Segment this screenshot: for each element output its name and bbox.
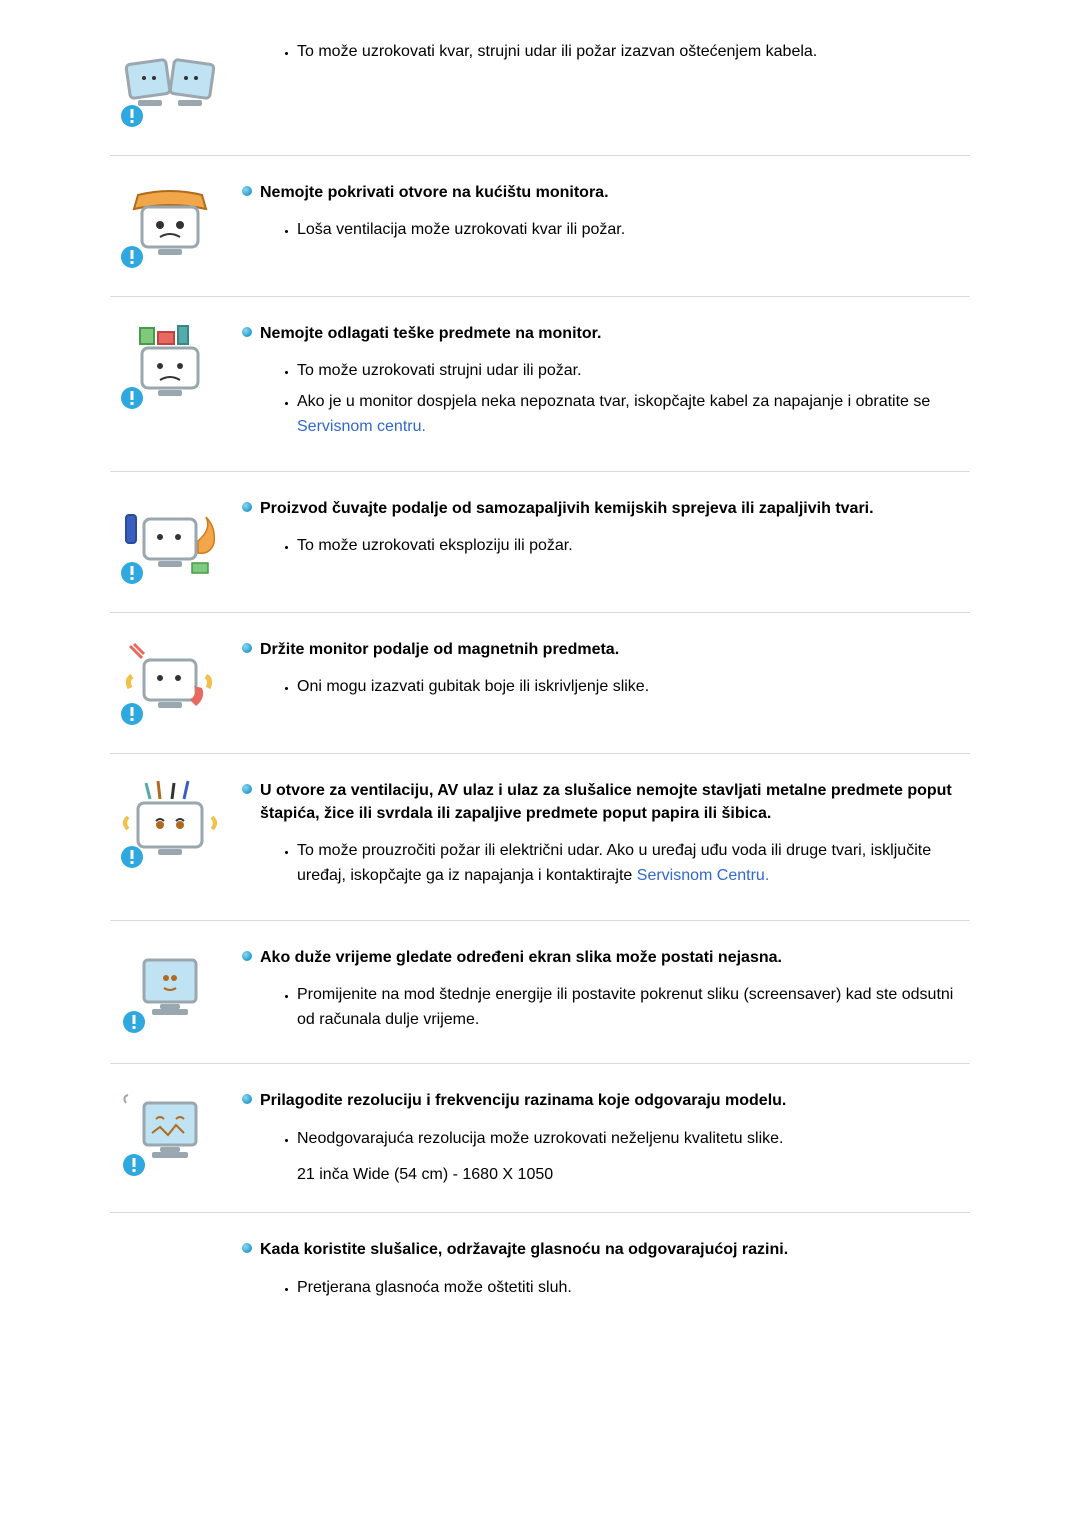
text-col: Ako duže vrijeme gledate određeni ekran … [230, 946, 970, 1039]
safety-section: Kada koristite slušalice, održavajte gla… [110, 1213, 970, 1331]
monitor-covered-icon [120, 181, 220, 271]
heading-row: U otvore za ventilaciju, AV ulaz i ulaz … [242, 779, 970, 825]
list-item-text: To može prouzročiti požar ili električni… [297, 842, 931, 884]
section-heading: Prilagodite rezoluciju i frekvenciju raz… [260, 1089, 786, 1112]
list-item: To može uzrokovati strujni udar ili poža… [297, 359, 970, 384]
list-item: Loša ventilacija može uzrokovati kvar il… [297, 218, 970, 243]
section-heading: Kada koristite slušalice, održavajte gla… [260, 1238, 788, 1261]
bullet-icon [242, 186, 252, 196]
text-col: Prilagodite rezoluciju i frekvenciju raz… [230, 1089, 970, 1187]
service-center-link[interactable]: Servisnom Centru. [637, 867, 770, 884]
bullet-icon [242, 951, 252, 961]
illustration-col [110, 322, 230, 412]
page: To može uzrokovati kvar, strujni udar il… [0, 0, 1080, 1391]
text-col: To može uzrokovati kvar, strujni udar il… [230, 40, 970, 71]
illustration-col [110, 779, 230, 869]
service-center-link[interactable]: Servisnom centru. [297, 418, 426, 435]
bullet-icon [242, 327, 252, 337]
monitor-slots-icon [120, 779, 220, 869]
bullet-icon [242, 784, 252, 794]
monitor-magnet-icon [120, 638, 220, 728]
heading-row: Prilagodite rezoluciju i frekvenciju raz… [242, 1089, 970, 1112]
monitor-heavy-object-icon [120, 322, 220, 412]
list-item: To može uzrokovati kvar, strujni udar il… [297, 40, 970, 65]
list-item: Neodgovarajuća rezolucija može uzrokovat… [297, 1127, 970, 1152]
bullet-list: Promijenite na mod štednje energije ili … [297, 983, 970, 1033]
safety-section: Prilagodite rezoluciju i frekvenciju raz… [110, 1064, 970, 1213]
safety-section: Nemojte odlagati teške predmete na monit… [110, 297, 970, 472]
illustration-col [110, 638, 230, 728]
list-item: To može uzrokovati eksploziju ili požar. [297, 534, 970, 559]
text-col: Nemojte pokrivati otvore na kućištu moni… [230, 181, 970, 249]
section-heading: Nemojte odlagati teške predmete na monit… [260, 322, 601, 345]
bullet-icon [242, 643, 252, 653]
safety-section: Nemojte pokrivati otvore na kućištu moni… [110, 156, 970, 297]
bullet-list: Loša ventilacija može uzrokovati kvar il… [297, 218, 970, 243]
monitor-burnin-icon [120, 946, 220, 1036]
section-heading: Držite monitor podalje od magnetnih pred… [260, 638, 619, 661]
monitor-split-icon [120, 40, 220, 130]
illustration-col [110, 181, 230, 271]
bullet-icon [242, 1243, 252, 1253]
bullet-list: To može uzrokovati strujni udar ili poža… [297, 359, 970, 439]
list-item: Oni mogu izazvati gubitak boje ili iskri… [297, 675, 970, 700]
bullet-list: To može prouzročiti požar ili električni… [297, 839, 970, 889]
illustration-col [110, 497, 230, 587]
heading-row: Nemojte pokrivati otvore na kućištu moni… [242, 181, 970, 204]
resolution-spec: 21 inča Wide (54 cm) - 1680 X 1050 [297, 1163, 970, 1187]
illustration-col [110, 1089, 230, 1179]
illustration-col [110, 40, 230, 130]
monitor-resolution-icon [120, 1089, 220, 1179]
safety-section: To može uzrokovati kvar, strujni udar il… [110, 40, 970, 156]
text-col: Nemojte odlagati teške predmete na monit… [230, 322, 970, 446]
safety-section: U otvore za ventilaciju, AV ulaz i ulaz … [110, 754, 970, 921]
monitor-flammable-icon [120, 497, 220, 587]
list-item: To može prouzročiti požar ili električni… [297, 839, 970, 889]
list-item: Promijenite na mod štednje energije ili … [297, 983, 970, 1033]
illustration-col [110, 946, 230, 1036]
text-col: Držite monitor podalje od magnetnih pred… [230, 638, 970, 706]
list-item: Pretjerana glasnoća može oštetiti sluh. [297, 1276, 970, 1301]
safety-section: Proizvod čuvajte podalje od samozapaljiv… [110, 472, 970, 613]
bullet-list: To može uzrokovati kvar, strujni udar il… [297, 40, 970, 65]
safety-section: Ako duže vrijeme gledate određeni ekran … [110, 921, 970, 1065]
bullet-list: To može uzrokovati eksploziju ili požar. [297, 534, 970, 559]
heading-row: Nemojte odlagati teške predmete na monit… [242, 322, 970, 345]
section-heading: Proizvod čuvajte podalje od samozapaljiv… [260, 497, 874, 520]
text-col: U otvore za ventilaciju, AV ulaz i ulaz … [230, 779, 970, 895]
list-item-text: Ako je u monitor dospjela neka nepoznata… [297, 393, 930, 410]
heading-row: Proizvod čuvajte podalje od samozapaljiv… [242, 497, 970, 520]
text-col: Kada koristite slušalice, održavajte gla… [230, 1238, 970, 1306]
bullet-list: Neodgovarajuća rezolucija može uzrokovat… [297, 1127, 970, 1152]
list-item: Ako je u monitor dospjela neka nepoznata… [297, 390, 970, 440]
bullet-list: Pretjerana glasnoća može oštetiti sluh. [297, 1276, 970, 1301]
section-heading: U otvore za ventilaciju, AV ulaz i ulaz … [260, 779, 970, 825]
heading-row: Kada koristite slušalice, održavajte gla… [242, 1238, 970, 1261]
section-heading: Ako duže vrijeme gledate određeni ekran … [260, 946, 782, 969]
heading-row: Ako duže vrijeme gledate određeni ekran … [242, 946, 970, 969]
safety-section: Držite monitor podalje od magnetnih pred… [110, 613, 970, 754]
section-heading: Nemojte pokrivati otvore na kućištu moni… [260, 181, 609, 204]
bullet-list: Oni mogu izazvati gubitak boje ili iskri… [297, 675, 970, 700]
heading-row: Držite monitor podalje od magnetnih pred… [242, 638, 970, 661]
text-col: Proizvod čuvajte podalje od samozapaljiv… [230, 497, 970, 565]
bullet-icon [242, 1094, 252, 1104]
bullet-icon [242, 502, 252, 512]
